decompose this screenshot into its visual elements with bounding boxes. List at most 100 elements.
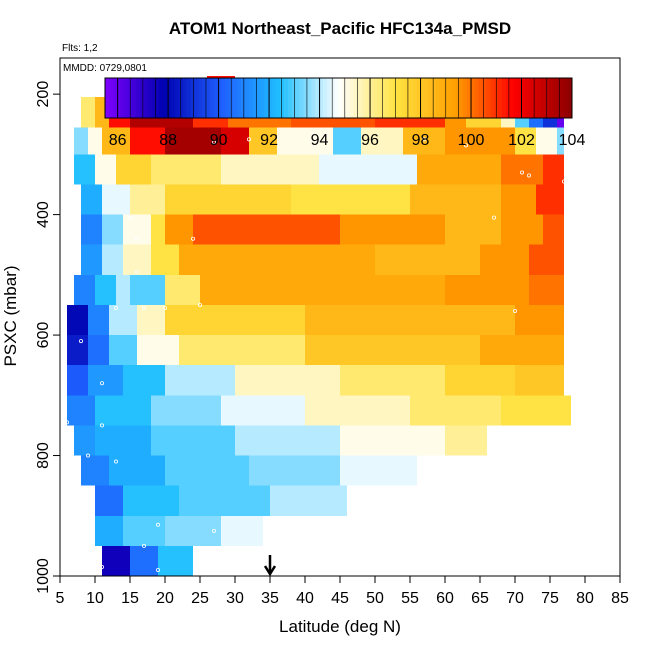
heatmap-cell bbox=[137, 335, 179, 366]
colorbar-swatch bbox=[501, 78, 507, 118]
colorbar-swatch bbox=[420, 78, 425, 118]
colorbar-swatch bbox=[463, 78, 468, 118]
colorbar-swatch bbox=[556, 78, 561, 118]
heatmap-cell bbox=[543, 214, 564, 245]
sample-point bbox=[134, 269, 139, 274]
colorbar-swatch bbox=[233, 78, 238, 118]
sample-point bbox=[141, 543, 146, 548]
colorbar-swatch bbox=[513, 78, 519, 118]
sample-point bbox=[141, 305, 146, 310]
colorbar-swatch bbox=[241, 78, 246, 118]
colorbar-swatch bbox=[498, 78, 503, 118]
colorbar-swatch bbox=[548, 78, 554, 118]
heatmap-cell bbox=[151, 395, 221, 426]
colorbar-swatch bbox=[377, 78, 382, 118]
colorbar-swatch bbox=[163, 78, 168, 118]
heatmap-cell bbox=[445, 214, 501, 245]
heatmap-cell bbox=[305, 304, 515, 336]
colorbar-swatch bbox=[459, 78, 464, 118]
sample-point bbox=[513, 308, 518, 313]
colorbar-swatch bbox=[186, 78, 192, 118]
colorbar-swatch bbox=[389, 78, 394, 118]
colorbar-swatch bbox=[560, 78, 565, 118]
colorbar-swatch bbox=[295, 78, 301, 118]
heatmap-cell bbox=[95, 154, 116, 185]
heatmap-cell bbox=[536, 127, 557, 158]
heatmap-cell bbox=[333, 127, 361, 158]
x-tick-label: 45 bbox=[331, 590, 349, 607]
heatmap-cell bbox=[340, 214, 445, 245]
colorbar-swatch bbox=[326, 78, 332, 118]
colorbar-swatch bbox=[140, 78, 145, 118]
heatmap-cell bbox=[165, 455, 249, 486]
x-tick-label: 50 bbox=[366, 590, 384, 607]
heatmap-cell bbox=[291, 184, 410, 215]
heatmap-cell bbox=[67, 335, 88, 366]
heatmap-cell bbox=[221, 395, 305, 426]
sample-point bbox=[127, 215, 132, 220]
x-tick-label: 65 bbox=[471, 590, 489, 607]
x-tick-label: 85 bbox=[611, 590, 629, 607]
colorbar-swatch bbox=[256, 78, 262, 118]
y-axis-label: PSXC (mbar) bbox=[1, 265, 20, 366]
colorbar-swatch bbox=[307, 78, 312, 118]
heatmap-cell bbox=[410, 184, 501, 215]
sample-point bbox=[520, 170, 525, 175]
heatmap-cell bbox=[74, 127, 88, 158]
colorbar-swatch bbox=[482, 78, 487, 118]
colorbar-swatch bbox=[213, 78, 219, 118]
colorbar-swatch bbox=[178, 78, 184, 118]
colorbar-swatch bbox=[155, 78, 161, 118]
colorbar-swatch bbox=[284, 78, 289, 118]
heatmap-cell bbox=[130, 184, 165, 215]
colorbar-swatch bbox=[116, 78, 122, 118]
heatmap-cell bbox=[445, 425, 487, 456]
colorbar-swatch bbox=[221, 78, 227, 118]
heatmap-cell bbox=[165, 274, 200, 305]
colorbar-swatch bbox=[303, 78, 308, 118]
colorbar-frame bbox=[104, 77, 573, 119]
heatmap-cell bbox=[88, 127, 102, 158]
heatmap-cell bbox=[67, 395, 95, 426]
heatmap-cell bbox=[445, 274, 529, 305]
heatmap-cell bbox=[221, 127, 249, 158]
colorbar-swatch bbox=[280, 78, 285, 118]
heatmap-cell bbox=[557, 127, 564, 158]
marker-head bbox=[263, 565, 277, 577]
heatmap-cell bbox=[102, 545, 130, 576]
sample-point bbox=[463, 143, 468, 148]
heatmap-cell bbox=[81, 214, 102, 245]
heatmap-cell bbox=[165, 304, 305, 336]
colorbar-swatch bbox=[229, 78, 235, 118]
heatmap-cell bbox=[249, 127, 277, 158]
colorbar-swatch bbox=[210, 78, 215, 118]
colorbar-swatch bbox=[404, 78, 410, 118]
colorbar-swatch bbox=[536, 78, 542, 118]
colorbar-tick-label: 88 bbox=[159, 132, 177, 149]
sample-point bbox=[211, 528, 216, 533]
heatmap-cell bbox=[130, 274, 165, 305]
heatmap-cell bbox=[165, 184, 291, 215]
colorbar-swatch bbox=[369, 78, 375, 118]
colorbar-swatch bbox=[525, 78, 530, 118]
heatmap-cell bbox=[200, 274, 445, 305]
sample-point bbox=[100, 564, 105, 569]
heatmap-cell bbox=[130, 545, 158, 576]
colorbar-swatch bbox=[486, 78, 491, 118]
heatmap-cell bbox=[235, 425, 340, 456]
heatmap-cell bbox=[81, 184, 102, 215]
heatmap-cell bbox=[235, 365, 340, 396]
sample-point bbox=[65, 420, 70, 425]
sample-point bbox=[155, 522, 160, 527]
colorbar-swatch bbox=[408, 78, 414, 118]
x-tick-label: 25 bbox=[191, 590, 209, 607]
heatmap-cell bbox=[529, 244, 564, 275]
colorbar-swatch bbox=[147, 78, 153, 118]
heatmap-cell bbox=[137, 304, 165, 336]
colorbar-swatch bbox=[190, 78, 196, 118]
colorbar-swatch bbox=[237, 78, 242, 118]
heatmap-cell bbox=[95, 274, 116, 305]
colorbar-swatch bbox=[533, 78, 538, 118]
colorbar-swatch bbox=[435, 78, 441, 118]
colorbar-swatch bbox=[105, 78, 110, 118]
